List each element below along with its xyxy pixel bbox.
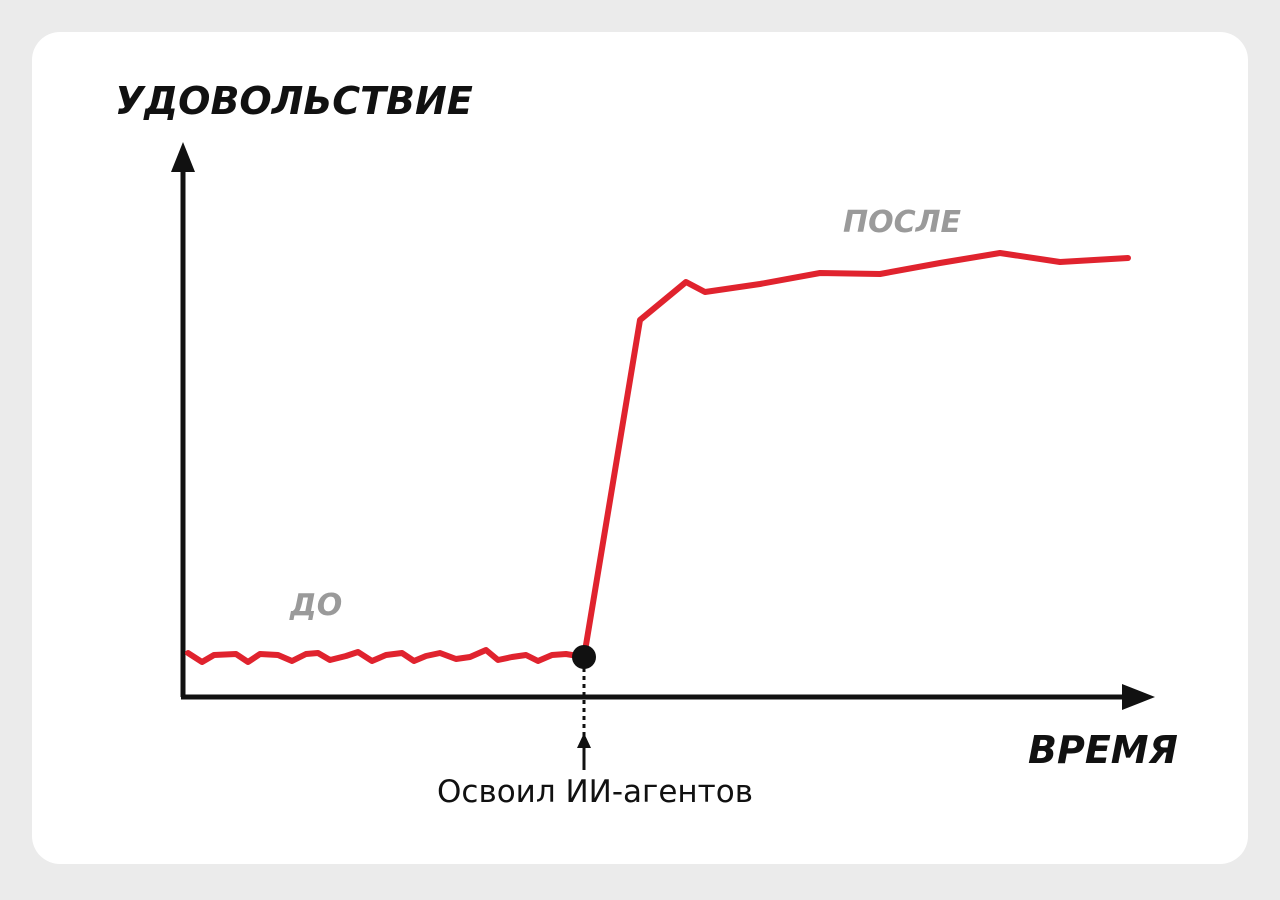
x-axis-label: ВРЕМЯ <box>1028 728 1178 772</box>
x-axis-arrow <box>1122 684 1155 710</box>
milestone-dot <box>572 645 596 669</box>
before-label: ДО <box>289 588 342 623</box>
satisfaction-curve <box>185 250 1131 665</box>
y-axis-arrow <box>171 142 195 172</box>
after-label: ПОСЛЕ <box>843 205 962 240</box>
y-axis-label: УДОВОЛЬСТВИЕ <box>115 79 473 123</box>
milestone-annotation: Освоил ИИ-агентов <box>437 774 753 810</box>
milestone-arrow-head <box>577 733 591 748</box>
